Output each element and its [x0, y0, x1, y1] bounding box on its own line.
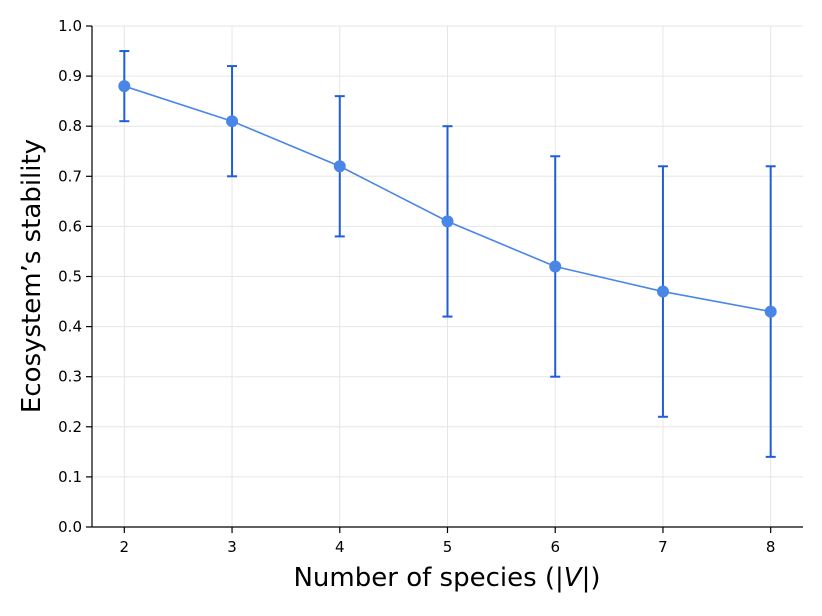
data-point: [333, 160, 346, 173]
y-tick-label: 0.9: [58, 67, 82, 85]
y-tick-label: 0.0: [58, 518, 82, 536]
y-ticks: 0.0 0.1 0.2 0.3 0.4 0.5 0.6 0.7 0.8 0.9 1.0: [58, 17, 92, 536]
y-tick-label: 0.4: [58, 318, 82, 336]
x-tick-label: 5: [443, 538, 453, 556]
x-tick-label: 7: [658, 538, 668, 556]
data-point: [226, 115, 239, 128]
y-tick-label: 0.2: [58, 418, 82, 436]
x-tick-label: 6: [550, 538, 560, 556]
x-axis-title-variable: V: [564, 563, 584, 593]
y-tick-label: 0.7: [58, 167, 82, 185]
y-tick-label: 0.6: [58, 217, 82, 235]
data-point: [764, 305, 777, 318]
x-tick-label: 4: [335, 538, 345, 556]
data-point: [441, 215, 454, 228]
y-tick-label: 0.8: [58, 117, 82, 135]
x-axis-title-suffix: |): [582, 563, 601, 593]
x-ticks: 2 3 4 5 6 7 8: [120, 527, 776, 556]
y-tick-label: 0.3: [58, 368, 82, 386]
y-tick-label: 0.1: [58, 468, 82, 486]
y-tick-label: 1.0: [58, 17, 82, 35]
data-point: [118, 80, 131, 93]
x-tick-label: 8: [766, 538, 776, 556]
data-point: [656, 285, 669, 298]
x-tick-label: 3: [227, 538, 237, 556]
x-axis-title-prefix: Number of species (|: [293, 563, 563, 593]
y-tick-label: 0.5: [58, 268, 82, 286]
x-axis-title: Number of species (|V|): [293, 563, 600, 593]
series: [118, 80, 777, 318]
x-tick-label: 2: [120, 538, 130, 556]
y-axis-title: Ecosystem’s stability: [17, 139, 47, 413]
data-point: [549, 260, 562, 273]
